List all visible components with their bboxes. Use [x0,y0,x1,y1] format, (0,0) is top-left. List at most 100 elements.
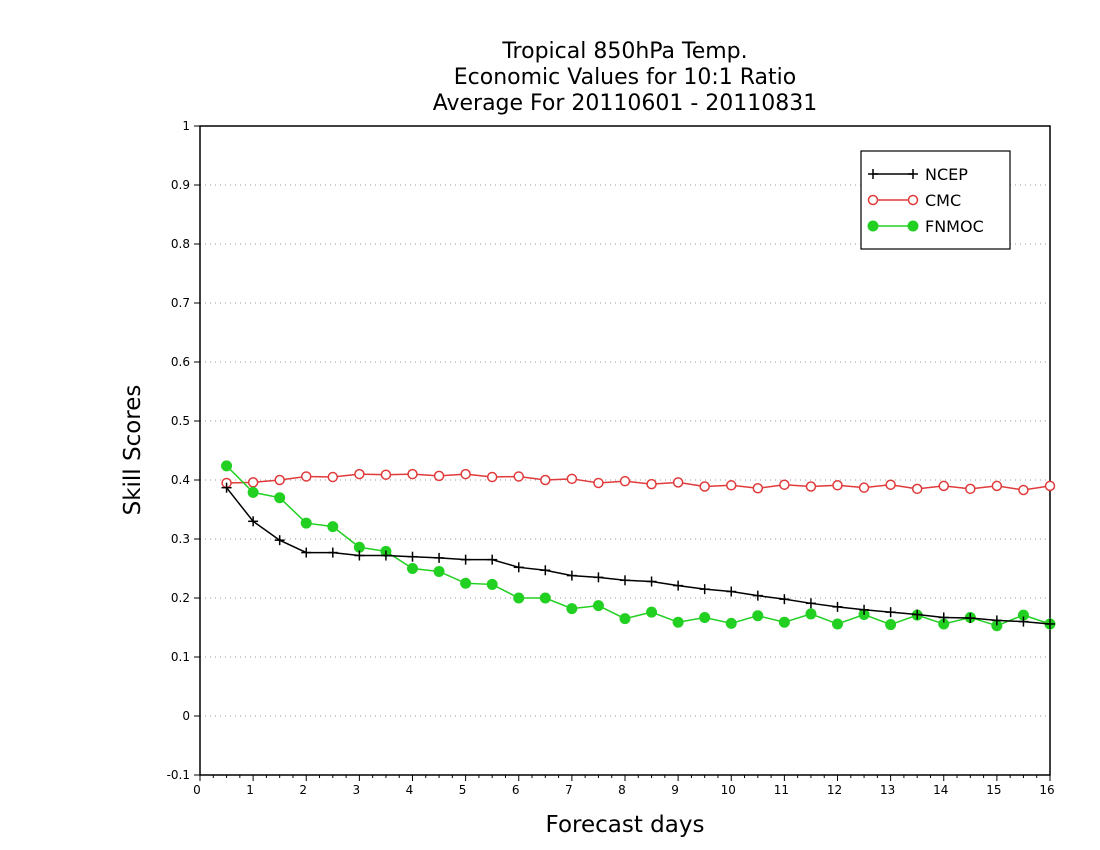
point-marker [991,615,1002,626]
y-tick-label: 0.5 [171,414,190,428]
point-marker [460,468,471,480]
point-marker [513,562,524,573]
point-marker [486,471,498,483]
x-tick-label: 6 [512,783,520,797]
point-marker [354,550,365,561]
point-marker [912,609,923,620]
point-marker [407,563,418,574]
point-marker [301,547,312,558]
point-marker [938,612,949,623]
point-marker [407,468,418,480]
series-line-cmc [226,473,1051,491]
point-marker [832,618,843,630]
x-tick-label: 16 [1039,783,1054,797]
point-marker [859,604,870,615]
point-marker [779,594,790,605]
series-ncep [221,482,1055,629]
point-marker [1018,484,1029,496]
point-marker [752,590,763,601]
point-marker [858,482,870,493]
point-marker [752,483,764,494]
x-tick-label: 11 [774,783,789,797]
point-marker [248,516,259,527]
point-marker [805,608,817,620]
point-marker [965,483,976,495]
point-marker [1018,616,1029,627]
point-marker [832,480,843,491]
series-line-ncep [225,487,1051,625]
point-marker [460,577,472,589]
y-tick-label: 0.9 [171,178,190,192]
point-marker [221,460,233,472]
point-marker [380,469,392,480]
x-tick-label: 1 [246,783,254,797]
point-marker [868,169,878,179]
point-marker [619,475,631,487]
x-tick-label: 9 [671,783,679,797]
point-marker [832,601,843,612]
point-marker [247,486,259,498]
y-tick-label: 0.6 [171,355,190,369]
point-marker [327,521,339,533]
x-tick-label: 0 [193,783,201,797]
chart-title: Tropical 850hPa Temp. Economic Values fo… [433,39,818,116]
y-tick-label: 0 [182,709,190,723]
point-marker [908,169,918,179]
x-tick-label: 2 [299,783,307,797]
point-marker [907,194,919,206]
point-marker [911,483,923,495]
x-axis-title: Forecast days [546,812,705,838]
point-marker [885,479,896,490]
point-marker [274,535,285,546]
point-marker [619,613,631,625]
y-tick-label: 1 [182,119,190,133]
series-fnmoc [221,460,1056,632]
axes: -0.100.10.20.30.40.50.60.70.80.910 1 2 3 4 5 6… [167,119,1055,797]
point-marker [620,575,630,586]
legend-label: FNMOC [925,217,984,236]
point-marker [221,482,232,493]
point-marker [434,552,445,563]
legend-item-fnmoc: FNMOC [867,217,984,236]
point-marker [646,576,657,587]
point-marker [725,617,737,629]
x-tick-label: 13 [880,783,895,797]
x-tick-label: 8 [618,783,626,797]
y-tick-label: 0.7 [171,296,190,310]
y-tick-label: 0.2 [171,591,190,605]
point-marker [907,220,919,232]
y-tick-label: 0.8 [171,237,190,251]
point-marker [1045,618,1055,629]
x-tick-label: 10 [721,783,736,797]
point-marker [805,481,817,492]
chart-title-line-1: Tropical 850hPa Temp. [501,39,747,64]
chart-title-line-3: Average For 20110601 - 20110831 [433,91,818,116]
point-marker [1044,480,1056,492]
point-marker [380,550,391,561]
data-series [221,460,1056,632]
x-tick-label: 5 [459,783,467,797]
point-marker [354,468,365,480]
x-tick-label: 3 [353,783,361,797]
point-marker [672,616,684,628]
legend-label: NCEP [925,165,968,184]
point-marker [673,580,684,591]
point-marker [885,619,897,631]
x-tick-label: 7 [565,783,573,797]
point-marker [327,471,339,483]
y-tick-label: 0.3 [171,532,190,546]
point-marker [699,611,711,623]
point-marker [699,584,710,595]
point-marker [867,220,879,232]
x-tick-label: 12 [827,783,842,797]
point-marker [327,547,338,558]
point-marker [433,565,445,577]
chart-title-line-2: Economic Values for 10:1 Ratio [454,65,796,90]
point-marker [646,478,657,490]
y-tick-label: 0.1 [171,650,190,664]
y-tick-label: -0.1 [167,768,190,782]
point-marker [513,592,525,604]
grid-lines [200,184,1050,717]
